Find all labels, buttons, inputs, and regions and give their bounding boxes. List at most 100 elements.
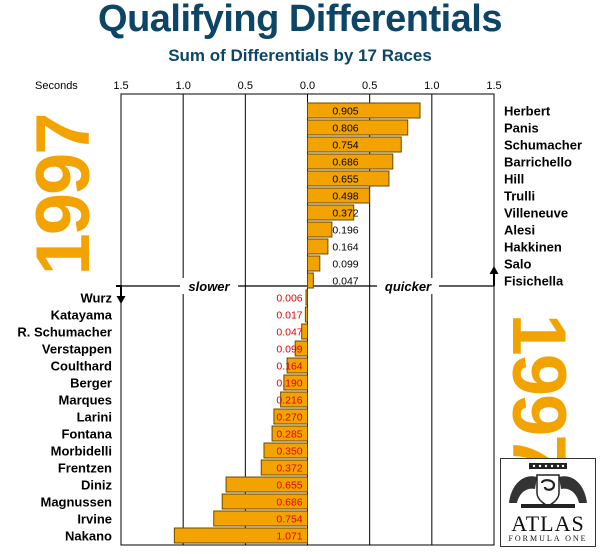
bar-slower	[260, 459, 308, 476]
bar-value-label: 0.285	[276, 429, 302, 441]
bar-value-label: 0.686	[332, 157, 358, 169]
bar-value-label: 0.655	[332, 174, 358, 186]
driver-label: Panis	[504, 121, 539, 136]
bar-quicker	[307, 102, 421, 119]
bar-slower	[304, 306, 308, 323]
bar-value-label: 0.372	[332, 208, 358, 220]
bar-slower	[283, 374, 309, 391]
driver-label: Magnussen	[40, 495, 112, 510]
chart-title: Qualifying Differentials	[98, 0, 502, 40]
bar-slower	[286, 357, 309, 374]
tick-label: 0.5	[238, 80, 253, 92]
driver-label: Salo	[504, 257, 532, 272]
bar-value-label: 0.164	[276, 361, 302, 373]
bar-value-label: 0.372	[276, 463, 302, 475]
bar-slower	[294, 340, 309, 357]
bar-value-label: 1.071	[276, 531, 302, 543]
chart-subtitle: Sum of Differentials by 17 Races	[168, 46, 432, 65]
tick-label: 0.5	[362, 80, 377, 92]
driver-label: Herbert	[504, 104, 551, 119]
bar-value-label: 0.047	[332, 276, 358, 288]
bar-value-label: 0.164	[332, 242, 358, 254]
slower-label: slower	[188, 279, 230, 294]
bar-quicker	[307, 238, 329, 255]
driver-label: Coulthard	[51, 359, 112, 374]
driver-label: Wurz	[80, 291, 112, 306]
bar-value-label: 0.196	[332, 225, 358, 237]
bar-value-label: 0.017	[276, 310, 302, 322]
driver-label: Berger	[70, 376, 112, 391]
driver-label: R. Schumacher	[17, 325, 112, 340]
driver-label: Diniz	[81, 478, 113, 493]
bar-value-label: 0.047	[276, 327, 302, 339]
driver-label: Frentzen	[58, 461, 112, 476]
bar-value-label: 0.099	[332, 259, 358, 271]
bar-slower	[173, 527, 308, 544]
bar-quicker	[307, 272, 314, 289]
bar-quicker	[307, 204, 355, 221]
bar-slower	[273, 408, 308, 425]
bar-value-label: 0.350	[276, 446, 302, 458]
tick-label: 1.5	[113, 80, 128, 92]
year-label-right: 1997	[496, 313, 581, 475]
driver-label: Barrichello	[504, 155, 572, 170]
bar-slower	[225, 476, 308, 493]
bar-quicker	[307, 170, 390, 187]
driver-label: Trulli	[504, 189, 535, 204]
bar-quicker	[307, 119, 409, 136]
bar-value-label: 0.498	[332, 191, 358, 203]
driver-label: Marques	[59, 393, 112, 408]
driver-label: Hakkinen	[504, 240, 562, 255]
driver-label: Irvine	[77, 512, 112, 527]
tick-label: 1.0	[176, 80, 191, 92]
driver-label: Fontana	[61, 427, 112, 442]
bar-quicker	[307, 187, 370, 204]
slower-label-bg	[180, 278, 238, 294]
bar-slower	[221, 493, 308, 510]
bar-quicker	[307, 153, 394, 170]
bar-slower	[301, 323, 309, 340]
bar-quicker	[307, 255, 321, 272]
bar-slower	[280, 391, 309, 408]
bar-value-label: 0.686	[276, 497, 302, 509]
driver-label: Hill	[504, 172, 524, 187]
bar-value-label: 0.270	[276, 412, 302, 424]
driver-label: Larini	[77, 410, 112, 425]
tick-label: 1.0	[424, 80, 439, 92]
bar-quicker	[307, 221, 333, 238]
axis-label: Seconds	[35, 80, 78, 92]
bar-slower	[271, 425, 309, 442]
driver-label: Morbidelli	[51, 444, 112, 459]
quicker-label-bg	[377, 278, 439, 294]
bar-value-label: 0.006	[276, 293, 302, 305]
driver-label: Villeneuve	[504, 206, 568, 221]
bar-value-label: 0.099	[276, 344, 302, 356]
tick-label: 0.0	[300, 80, 315, 92]
quicker-arrowhead-icon	[489, 266, 499, 274]
bar-value-label: 0.754	[332, 140, 358, 152]
bar-value-label: 0.905	[332, 106, 358, 118]
driver-label: Katayama	[51, 308, 113, 323]
bar-value-label: 0.190	[276, 378, 302, 390]
bar-value-label: 0.216	[276, 395, 302, 407]
driver-label: Fisichella	[504, 274, 564, 289]
logo-subtext: FORMULA ONE	[508, 534, 588, 543]
atlas-crest-icon	[509, 463, 587, 508]
bar-slower	[263, 442, 309, 459]
bar-slower	[213, 510, 308, 527]
tick-label: 1.5	[486, 80, 501, 92]
slower-arrowhead-icon	[116, 296, 126, 304]
bar-value-label: 0.655	[276, 480, 302, 492]
driver-label: Alesi	[504, 223, 535, 238]
slower-arrow-icon	[116, 285, 122, 300]
logo-text: ATLAS	[511, 511, 585, 536]
bar-value-label: 0.754	[276, 514, 302, 526]
driver-label: Nakano	[65, 529, 112, 544]
driver-label: Verstappen	[42, 342, 112, 357]
bar-quicker	[307, 136, 402, 153]
bar-value-label: 0.806	[332, 123, 358, 135]
quicker-label: quicker	[385, 279, 432, 294]
bar-slower	[305, 289, 308, 306]
year-label-left: 1997	[21, 114, 106, 276]
